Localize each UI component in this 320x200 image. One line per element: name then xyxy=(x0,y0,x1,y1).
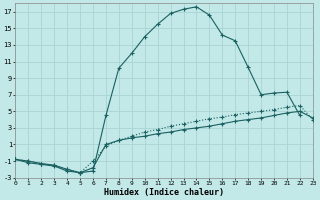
X-axis label: Humidex (Indice chaleur): Humidex (Indice chaleur) xyxy=(104,188,224,197)
